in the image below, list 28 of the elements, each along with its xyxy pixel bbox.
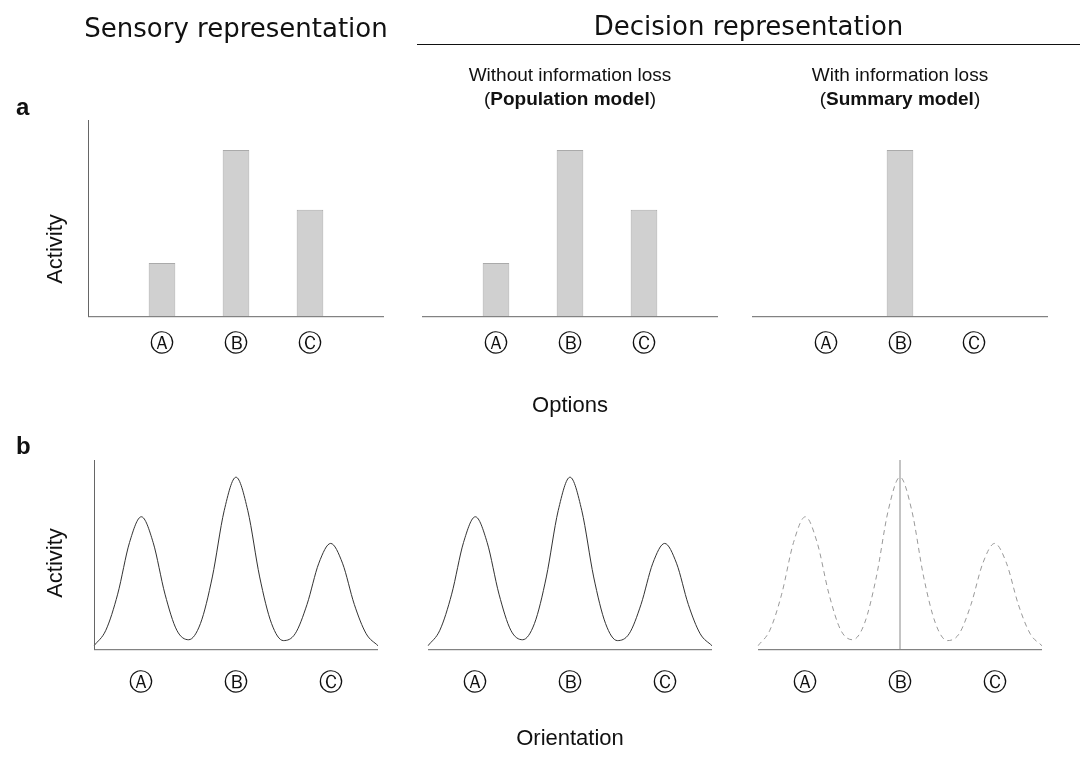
x-tick-label: Ⓑ	[558, 667, 582, 696]
chart-subtitle: With information loss (Summary model)	[810, 63, 990, 111]
x-tick-label: Ⓐ	[793, 667, 818, 696]
x-tick-label: Ⓒ	[962, 328, 986, 357]
x-tick-label: Ⓑ	[224, 667, 248, 696]
chart-subtitle: Without information loss (Population model)	[467, 63, 673, 111]
y-axis-title: Activity	[42, 213, 68, 286]
text: a	[16, 93, 30, 121]
x-tick-label: Ⓐ	[484, 328, 508, 357]
text: b	[16, 432, 31, 460]
y-axis-title: Activity	[42, 527, 68, 600]
x-tick-label: Ⓑ	[888, 328, 912, 357]
x-tick-label: Ⓐ	[150, 328, 174, 357]
x-tick-label: Ⓒ	[632, 328, 656, 357]
x-tick-label: Ⓒ	[982, 667, 1007, 696]
x-tick-label: Ⓑ	[224, 328, 248, 357]
x-axis-title: Orientation	[515, 725, 625, 751]
x-tick-label: Ⓑ	[558, 328, 582, 357]
x-axis-title: Options	[531, 392, 609, 418]
x-tick-label: Ⓒ	[318, 667, 343, 696]
x-tick-label: Ⓐ	[129, 667, 154, 696]
x-tick-label: Ⓒ	[652, 667, 677, 696]
x-tick-label: Ⓑ	[888, 667, 912, 696]
x-tick-label: Ⓒ	[298, 328, 322, 357]
x-tick-label: Ⓐ	[814, 328, 838, 357]
chart-title: Decision representation	[417, 8, 1080, 45]
x-tick-label: Ⓐ	[463, 667, 488, 696]
chart-title: Sensory representation	[83, 12, 389, 45]
